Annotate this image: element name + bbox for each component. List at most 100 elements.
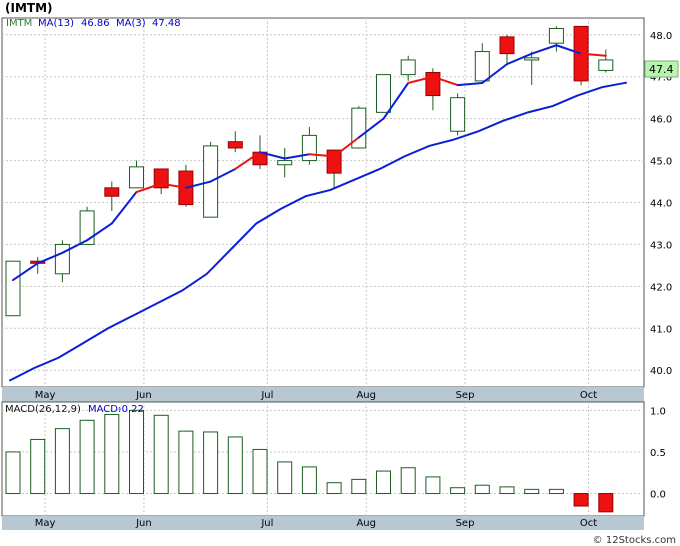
ma3-segment [333,136,360,158]
legend-ma13-value: 46.86 [81,18,110,29]
price-tick-label: 48.0 [650,31,672,42]
ma3-segment [12,262,39,282]
ma3-segment [110,191,138,225]
macd-legend-label: MACD(26,12,9) [5,404,81,415]
price-tick-label: 43.0 [650,240,672,251]
ma3-segment [209,167,237,183]
ma3-segment [580,52,607,57]
candle-up [450,93,466,136]
candle-up [548,26,564,52]
macd-tick-label: 0.0 [650,490,666,501]
ma3-segment [407,75,434,84]
candle-body [227,141,243,149]
macd-tick-label: 0.5 [650,448,666,459]
candle-up [277,147,293,178]
candle-down [153,168,169,195]
candle-body [301,134,317,162]
candle-body [548,27,564,44]
ma3-segment [283,153,311,160]
candle-body [5,260,21,317]
ma3-segment [259,151,286,160]
watermark: © 12Stocks.com [593,535,676,546]
ma3-line [12,44,607,282]
macd-bar-positive [351,478,367,495]
macd-bar-positive [129,409,144,495]
candle-body [351,107,367,149]
macd-legend-value-label: MACD: [88,404,121,415]
macd-month-label: Jun [135,518,152,529]
candle-up [351,106,367,149]
candle-up [5,260,21,317]
candle-up [376,74,391,113]
ma3-segment [61,239,89,254]
macd-bar-positive [277,461,293,495]
ma3-segment [36,251,64,265]
macd-panel: 0.0 0.5 1.0 May Jun Jul Aug Sep Oct MACD(26,12,… [1,401,666,530]
last-price-tag: 47.4 [644,60,679,78]
price-y-axis: 40.0 41.0 42.0 43.0 44.0 45.0 46.0 47.0 48.0 [650,31,672,377]
macd-bar-positive [450,487,466,495]
last-price-label: 47.4 [649,63,674,76]
candle-body [129,166,144,189]
price-month-label: Jun [135,390,152,401]
macd-bar-positive [400,467,416,495]
macd-bar-positive [79,419,95,495]
candle-up [598,49,614,73]
ma3-segment [382,81,410,120]
macd-month-label: Aug [356,518,376,529]
macd-bar-positive [474,484,490,495]
candle-body [376,74,391,113]
price-tick-label: 42.0 [650,282,672,293]
ma3-segment [160,182,187,189]
candle-body [277,160,293,166]
macd-month-label: Jul [260,518,273,529]
candle-body [474,51,490,82]
macd-bar-negative [573,493,589,507]
candle-body [54,243,70,275]
candle-body [400,59,416,76]
macd-bar-negative [598,493,614,513]
ma3-segment [357,117,385,139]
price-tick-label: 41.0 [650,324,672,335]
candle-down [227,131,243,153]
price-tick-label: 46.0 [650,115,672,126]
macd-y-axis: 0.0 0.5 1.0 [650,406,666,500]
price-tick-label: 47.0 [650,73,672,84]
ma3-segment [86,222,113,242]
macd-bar-positive [252,448,268,495]
ma3-segment [456,81,484,87]
legend-ticker: IMTM [6,18,32,29]
price-gridlines [2,18,644,387]
macd-bar-positive [54,428,70,495]
price-month-label: May [35,390,56,401]
macd-bar-positive [203,431,219,495]
candle-down [104,181,120,211]
macd-month-label: Oct [580,518,597,529]
macd-tick-label: 1.0 [650,406,666,417]
ma3-segment [184,180,212,189]
macd-bar-positive [30,438,46,495]
price-tick-label: 45.0 [650,157,672,168]
candle-up [524,51,540,86]
candle-up [474,43,490,82]
macd-bar-positive [153,414,169,495]
ma3-segment [530,44,558,55]
candle-body [499,36,515,55]
macd-bar-positive [376,470,391,495]
ma3-segment [506,52,533,66]
ma13-line [8,81,627,382]
candle-body [104,187,120,197]
ma3-segment [481,63,508,84]
macd-bar-positive [301,466,317,495]
macd-bar-positive [548,488,564,495]
legend-ma3-label: MA(3) [116,18,146,29]
price-panel: 40.0 41.0 42.0 43.0 44.0 45.0 46.0 47.0 48.0 May… [1,1,679,402]
macd-bar-positive [524,488,540,495]
macd-bar-positive [227,436,243,495]
price-month-label: Aug [356,390,376,401]
candle-down [499,34,515,65]
macd-bar-positive [326,482,342,495]
candle-down [573,25,589,86]
ma3-segment [234,151,261,170]
